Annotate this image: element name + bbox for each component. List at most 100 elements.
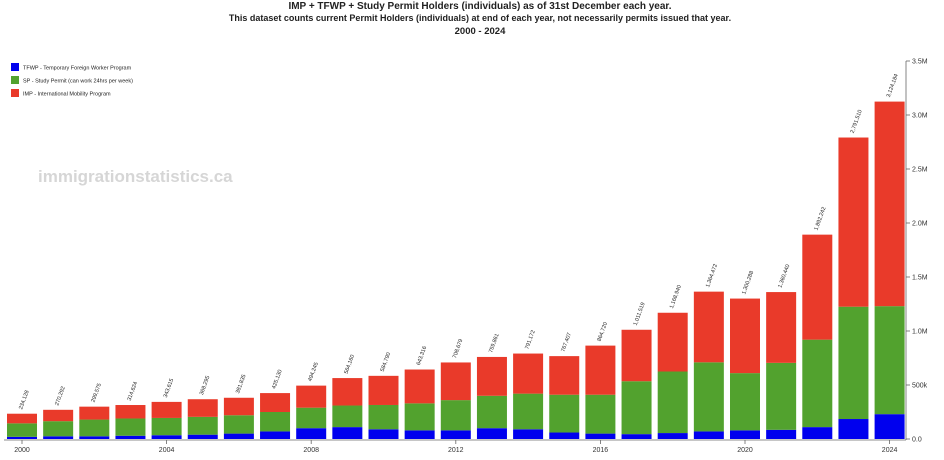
- y-tick-label-500k: 500k: [912, 383, 928, 390]
- total-label-2004: 343,615: [163, 378, 175, 399]
- x-tick-label-2016: 2016: [593, 447, 609, 454]
- bar-2021-series-0: [766, 429, 797, 439]
- bar-2011-series-0: [404, 430, 435, 439]
- bar-2006-series-2: [223, 397, 254, 416]
- bar-2004-series-0: [151, 435, 182, 439]
- total-label-2010: 584,790: [380, 352, 392, 373]
- total-label-2015: 767,407: [560, 332, 572, 353]
- total-label-2013: 759,861: [488, 333, 500, 354]
- y-tick-label-1.5M: 1.5M: [912, 275, 928, 282]
- total-label-2009: 564,160: [344, 354, 356, 375]
- legend-label-0: TFWP - Temporary Foreign Worker Program: [23, 66, 132, 72]
- bar-2023-series-1: [838, 306, 869, 420]
- bar-2009-series-1: [332, 405, 363, 428]
- bar-2009-series-2: [332, 378, 363, 406]
- x-tick-label-2024: 2024: [882, 447, 898, 454]
- total-label-2022: 1,892,242: [814, 206, 828, 231]
- bar-2017-series-1: [621, 381, 652, 435]
- bar-2022-series-2: [802, 234, 833, 340]
- bar-2017-series-0: [621, 434, 652, 439]
- bar-2005-series-2: [187, 399, 218, 417]
- bar-2008-series-2: [296, 385, 327, 408]
- x-tick-label-2020: 2020: [737, 447, 753, 454]
- bar-2018-series-1: [657, 371, 688, 434]
- bar-2008-series-1: [296, 407, 327, 429]
- total-label-2001: 270,292: [54, 386, 66, 407]
- bar-2002-series-2: [79, 406, 110, 420]
- total-label-2012: 708,679: [452, 338, 464, 359]
- bar-2000-series-0: [7, 436, 37, 439]
- total-label-2005: 368,295: [199, 375, 211, 396]
- total-label-2016: 864,720: [597, 322, 609, 343]
- bar-2024-series-0: [874, 414, 905, 439]
- legend-swatch-1: [11, 76, 19, 84]
- y-tick-label-1.0M: 1.0M: [912, 329, 928, 336]
- bar-2024-series-2: [874, 101, 905, 307]
- bar-2011-series-2: [404, 369, 435, 404]
- bar-2008-series-0: [296, 428, 327, 439]
- bar-2018-series-0: [657, 433, 688, 439]
- bar-2023-series-0: [838, 419, 869, 439]
- total-label-2008: 494,245: [307, 362, 319, 383]
- x-tick-label-2004: 2004: [159, 447, 175, 454]
- bar-2006-series-0: [223, 433, 254, 439]
- legend-label-1: SP - Study Permit (can work 24hrs per we…: [23, 79, 133, 85]
- x-tick-label-2000: 2000: [14, 447, 30, 454]
- total-label-2021: 1,360,440: [777, 264, 791, 289]
- bar-2017-series-2: [621, 329, 652, 382]
- bar-2007-series-1: [260, 412, 291, 432]
- bar-2003-series-0: [115, 435, 146, 439]
- total-label-2014: 791,172: [524, 329, 536, 350]
- bar-2000-series-2: [7, 413, 37, 424]
- legend-swatch-0: [11, 63, 19, 71]
- watermark-text: immigrationstatistics.ca: [38, 167, 233, 186]
- bar-2002-series-1: [79, 419, 110, 437]
- bar-2016-series-0: [585, 433, 616, 439]
- bar-2013-series-1: [476, 395, 507, 429]
- legend-label-2: IMP - International Mobility Program: [23, 92, 111, 98]
- total-label-2006: 381,835: [235, 374, 247, 395]
- bar-2020-series-1: [730, 373, 760, 431]
- bars-layer: [7, 101, 905, 439]
- bar-2015-series-0: [549, 432, 580, 439]
- bar-2020-series-2: [730, 298, 760, 374]
- bar-2001-series-1: [43, 421, 74, 437]
- bar-2016-series-1: [585, 394, 616, 434]
- bar-2004-series-2: [151, 401, 182, 418]
- bar-2012-series-0: [440, 430, 471, 439]
- bar-2013-series-0: [476, 428, 507, 439]
- bar-2005-series-1: [187, 416, 218, 435]
- legend-swatch-2: [11, 89, 19, 97]
- bar-2021-series-2: [766, 292, 797, 363]
- chart-subtitle: This dataset counts current Permit Holde…: [229, 13, 731, 23]
- bar-2022-series-0: [802, 427, 833, 439]
- total-label-2019: 1,364,472: [705, 263, 719, 288]
- bar-2009-series-0: [332, 427, 363, 439]
- bar-2014-series-0: [513, 429, 544, 439]
- bar-2014-series-2: [513, 353, 544, 394]
- total-label-2024: 3,124,184: [886, 73, 900, 98]
- bar-2003-series-2: [115, 405, 146, 419]
- bar-2007-series-2: [260, 393, 291, 412]
- y-axis: 0.0 500k 1.0M 1.5M 2.0M 2.5M 3.0M 3.5M: [905, 59, 928, 444]
- total-label-2018: 1,168,940: [669, 284, 683, 309]
- chart-title: IMP + TFWP + Study Permit Holders (indiv…: [288, 1, 671, 12]
- bar-2010-series-1: [368, 404, 399, 430]
- bar-2001-series-2: [43, 409, 74, 422]
- bar-2021-series-1: [766, 362, 797, 430]
- total-label-2020: 1,300,288: [741, 270, 755, 295]
- bar-2004-series-1: [151, 417, 182, 436]
- bar-2019-series-2: [693, 291, 724, 363]
- y-tick-label-3.5M: 3.5M: [912, 59, 928, 66]
- bar-2024-series-1: [874, 306, 905, 415]
- chart-period: 2000 - 2024: [455, 26, 506, 37]
- bar-2015-series-1: [549, 394, 580, 433]
- bar-2012-series-1: [440, 400, 471, 431]
- y-tick-label-2.0M: 2.0M: [912, 221, 928, 228]
- bar-2006-series-1: [223, 415, 254, 434]
- x-tick-label-2008: 2008: [303, 447, 319, 454]
- bar-2010-series-0: [368, 429, 399, 439]
- bar-2007-series-0: [260, 431, 291, 439]
- bar-2023-series-2: [838, 137, 869, 307]
